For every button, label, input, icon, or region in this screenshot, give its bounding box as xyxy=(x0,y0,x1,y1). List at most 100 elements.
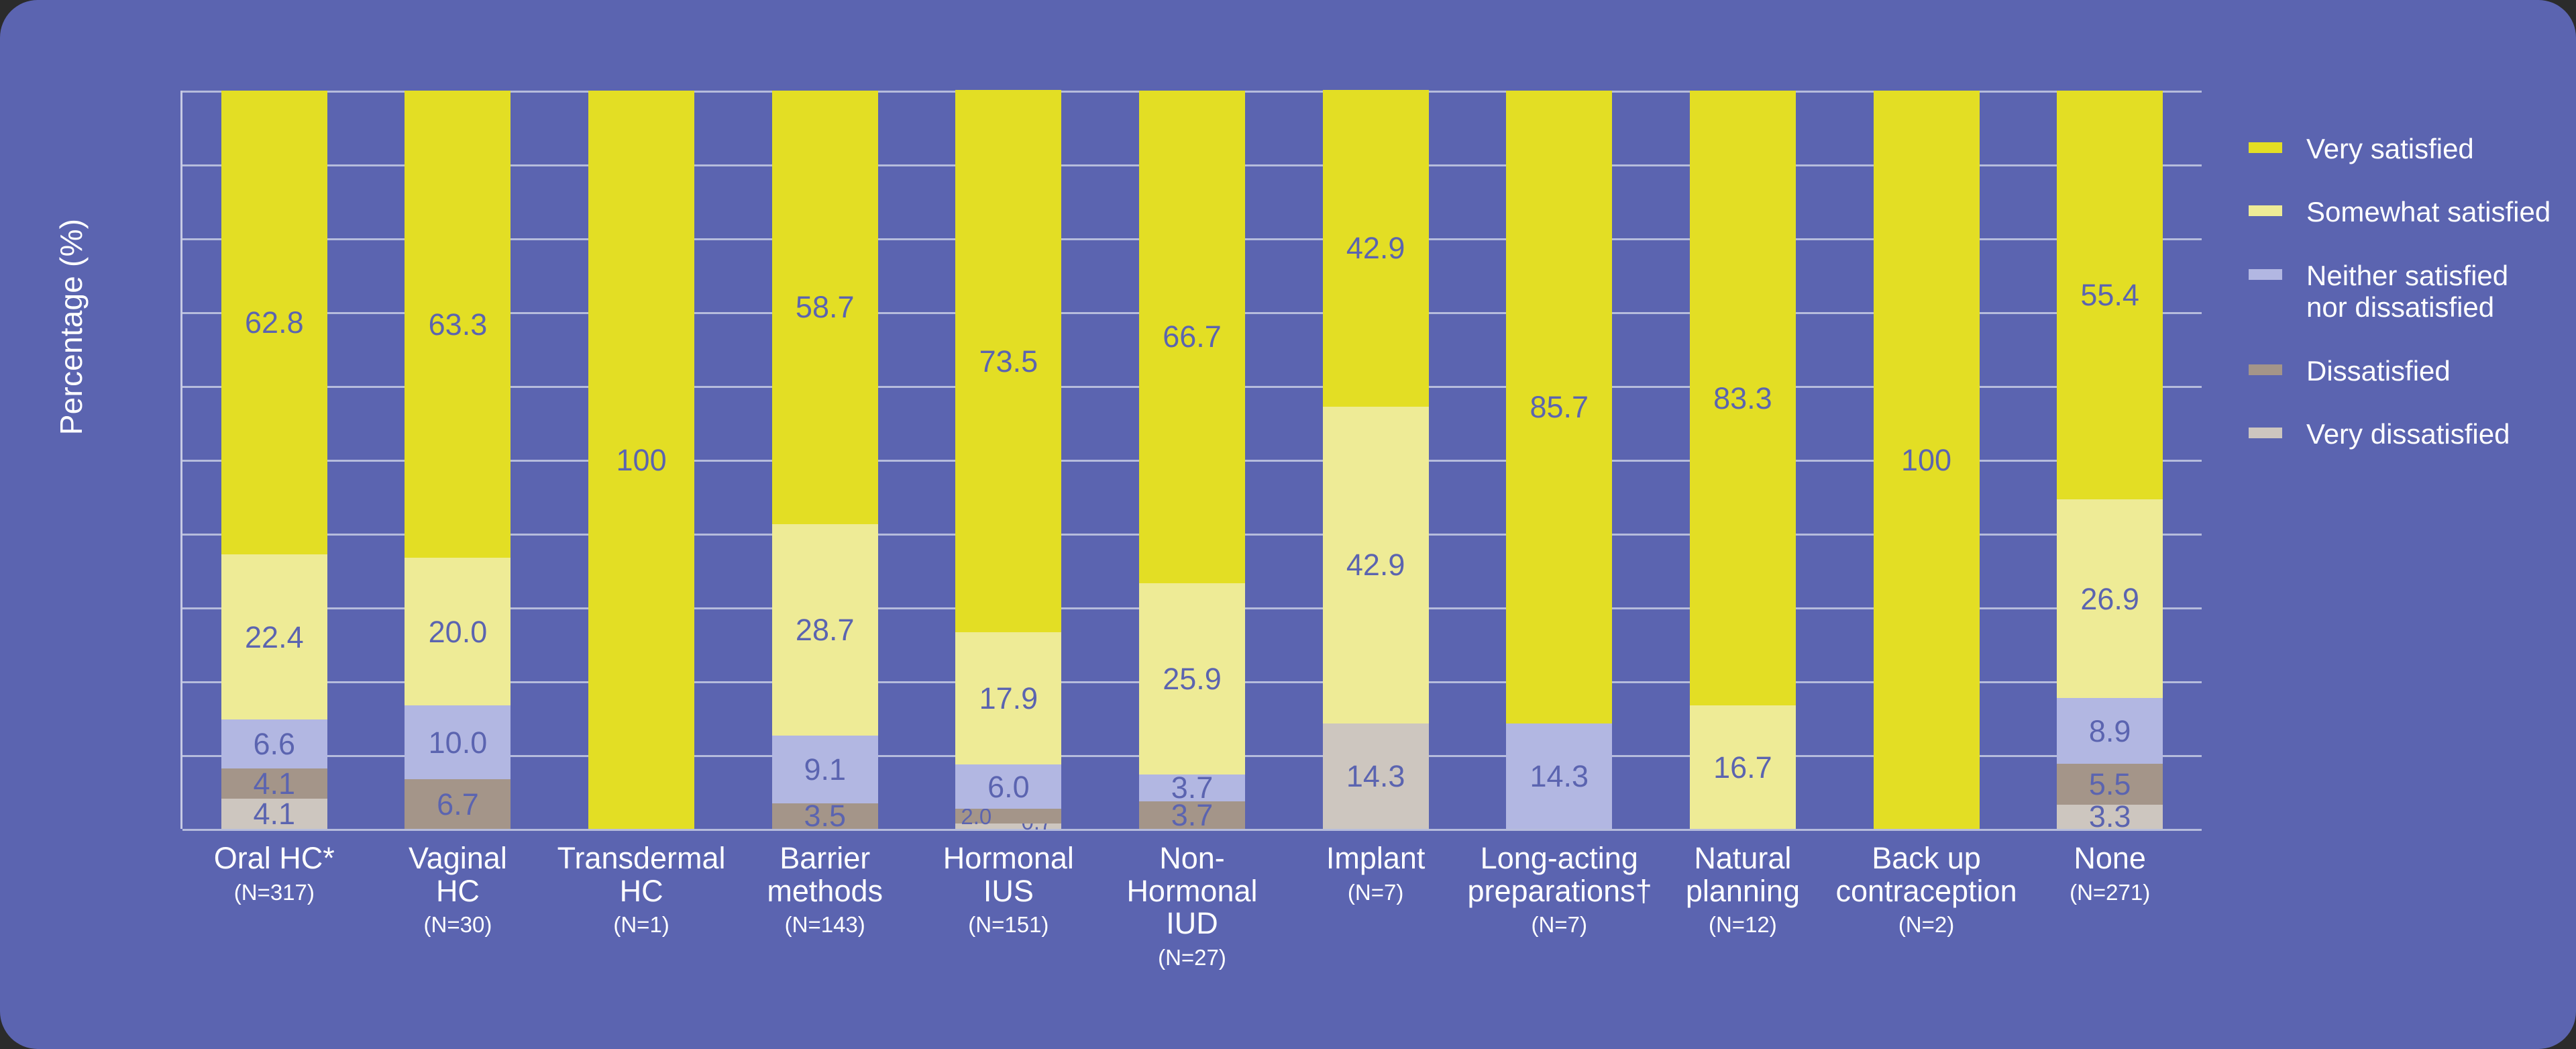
bar-value-label: 20.0 xyxy=(428,614,488,649)
legend-item[interactable]: Neither satisfied nor dissatisfied xyxy=(2249,260,2557,323)
legend: Very satisfied Somewhat satisfied Neither … xyxy=(2249,133,2557,482)
bar-segment[interactable]: 55.4 xyxy=(2057,91,2163,500)
bar-segment[interactable]: 63.3 xyxy=(405,91,511,558)
bar-value-label: 14.3 xyxy=(1529,758,1589,793)
bar-value-label: 9.1 xyxy=(804,752,846,787)
bar-stack[interactable]: 100 xyxy=(588,91,695,829)
x-axis-category: Long-acting preparations† (N=7) xyxy=(1467,841,1652,938)
bar-stack[interactable]: 14.3 85.7 xyxy=(1506,91,1613,829)
plot-area: 0102030405060708090100 4.14.16.622.462.8… xyxy=(180,89,2202,834)
category-name: Transdermal HC xyxy=(557,841,726,908)
y-axis-title: Percentage (%) xyxy=(54,218,89,436)
legend-label: Dissatisfied xyxy=(2306,354,2451,387)
bar-segment[interactable]: 66.7 xyxy=(1139,91,1245,583)
bar-value-label: 17.9 xyxy=(979,681,1038,716)
legend-item[interactable]: Dissatisfied xyxy=(2249,355,2557,387)
category-name: Long-acting preparations† xyxy=(1467,841,1652,908)
bar-segment[interactable]: 6.6 xyxy=(221,719,327,768)
category-sample-size: (N=143) xyxy=(784,912,865,938)
bar-segment[interactable]: 6.7 xyxy=(405,779,511,829)
bar-value-label: 3.7 xyxy=(1171,798,1214,833)
bar-segment[interactable]: 28.7 xyxy=(771,523,878,736)
legend-label: Somewhat satisfied xyxy=(2306,196,2551,228)
legend-label: Very dissatisfied xyxy=(2306,418,2510,450)
bar-segment[interactable]: 62.8 xyxy=(221,91,327,554)
category-name: Implant xyxy=(1326,841,1426,875)
bar-stack[interactable]: 3.7 3.7 25.9 66.7 xyxy=(1139,91,1245,833)
bar-segment[interactable]: 4.1 xyxy=(221,768,327,799)
bar-segment[interactable]: 85.7 xyxy=(1506,91,1613,723)
bar-value-label: 14.3 xyxy=(1346,758,1405,793)
bar-value-label: 2.0 xyxy=(961,803,992,829)
bar-segment[interactable]: 3.7 xyxy=(1139,772,1245,803)
x-axis-category: Oral HC* (N=317) xyxy=(182,842,366,905)
bar-segment[interactable]: 22.4 xyxy=(221,554,327,720)
bar-stack[interactable]: 4.1 4.1 6.6 22.4 62.8 xyxy=(221,91,327,829)
bar-segment[interactable]: 100 xyxy=(588,91,695,829)
y-axis-line xyxy=(180,91,182,829)
bar-segment[interactable]: 26.9 xyxy=(2057,499,2163,699)
x-axis-category: Barrier methods (N=143) xyxy=(733,842,917,938)
bar-segment[interactable]: 14.3 xyxy=(1322,723,1429,829)
bar-segment[interactable]: 5.5 xyxy=(2057,764,2163,805)
x-axis-category: Vaginal HC (N=30) xyxy=(366,842,550,938)
bar-value-label: 58.7 xyxy=(795,290,855,325)
bar-value-label: 42.9 xyxy=(1346,548,1405,583)
category-name: Hormonal IUS xyxy=(943,841,1074,908)
bar-segment[interactable]: 58.7 xyxy=(771,91,878,524)
legend-item[interactable]: Very dissatisfied xyxy=(2249,418,2557,450)
bar-value-label: 73.5 xyxy=(979,344,1038,379)
bar-segment[interactable]: 25.9 xyxy=(1139,583,1245,775)
bar-value-label: 3.3 xyxy=(2088,799,2131,834)
category-sample-size: (N=2) xyxy=(1898,912,1955,938)
bar-segment[interactable]: 16.7 xyxy=(1689,705,1796,829)
category-sample-size: (N=151) xyxy=(968,912,1049,938)
category-name: Non- Hormonal IUD xyxy=(1126,841,1258,941)
bar-stack[interactable]: 16.7 83.3 xyxy=(1689,91,1796,829)
bar-segment[interactable]: 83.3 xyxy=(1689,91,1796,706)
bar-stack[interactable]: 14.3 42.9 42.9 xyxy=(1322,89,1429,829)
bar-segment[interactable]: 3.7 xyxy=(1139,798,1245,833)
bar-segment[interactable]: 42.9 xyxy=(1322,89,1429,407)
bar-stack[interactable]: 3.5 9.1 28.7 58.7 xyxy=(771,91,878,834)
bar-segment[interactable]: 3.3 xyxy=(2057,801,2163,832)
bar-value-label: 6.6 xyxy=(253,727,296,762)
legend-item[interactable]: Very satisfied xyxy=(2249,133,2557,164)
bar-value-label: 6.0 xyxy=(987,769,1030,804)
bar-value-label: 85.7 xyxy=(1529,389,1589,424)
category-sample-size: (N=1) xyxy=(613,912,669,938)
bar-value-label: 83.3 xyxy=(1713,381,1772,415)
bar-segment[interactable]: 3.5 xyxy=(771,799,878,834)
bar-segment[interactable]: 10.0 xyxy=(405,705,511,780)
bar-segment[interactable]: 100 xyxy=(1873,91,1980,829)
bar-value-label: 100 xyxy=(616,442,667,477)
bar-segment[interactable]: 73.5 xyxy=(955,89,1062,633)
category-sample-size: (N=7) xyxy=(1347,879,1404,905)
bar-value-label: 16.7 xyxy=(1713,750,1772,785)
bar-value-label: 28.7 xyxy=(795,613,855,648)
x-axis-category: Transdermal HC (N=1) xyxy=(549,842,733,938)
bar-segment[interactable]: 8.9 xyxy=(2057,698,2163,764)
gridline xyxy=(182,829,2202,831)
bar-stack[interactable]: 3.3 5.5 8.9 26.9 55.4 xyxy=(2057,91,2163,832)
bar-segment[interactable]: 9.1 xyxy=(771,736,878,803)
bar-value-label: 22.4 xyxy=(245,619,304,654)
bar-segment[interactable]: 14.3 xyxy=(1506,723,1613,829)
bar-value-label: 100 xyxy=(1900,442,1952,477)
bar-stack[interactable]: 6.7 10.0 20.0 63.3 xyxy=(405,91,511,829)
bar-segment[interactable]: 17.9 xyxy=(955,632,1062,765)
bar-segment[interactable]: 20.0 xyxy=(405,558,511,706)
legend-swatch-icon xyxy=(2249,428,2282,439)
legend-label: Very satisfied xyxy=(2306,133,2474,164)
bar-stack[interactable]: 100 xyxy=(1873,91,1980,829)
bar-value-label: 63.3 xyxy=(428,307,488,342)
bar-segment[interactable]: 6.0 xyxy=(955,764,1062,809)
legend-item[interactable]: Somewhat satisfied xyxy=(2249,196,2557,228)
bar-value-label: 4.1 xyxy=(253,766,296,801)
bar-value-label: 3.5 xyxy=(804,799,846,834)
bar-stack[interactable]: 0.72.06.017.973.5 xyxy=(955,89,1062,833)
legend-swatch-icon xyxy=(2249,364,2282,375)
bar-segment[interactable]: 42.9 xyxy=(1322,406,1429,723)
bar-segment[interactable]: 2.0 xyxy=(955,805,1062,828)
bar-segment[interactable]: 4.1 xyxy=(221,798,327,829)
